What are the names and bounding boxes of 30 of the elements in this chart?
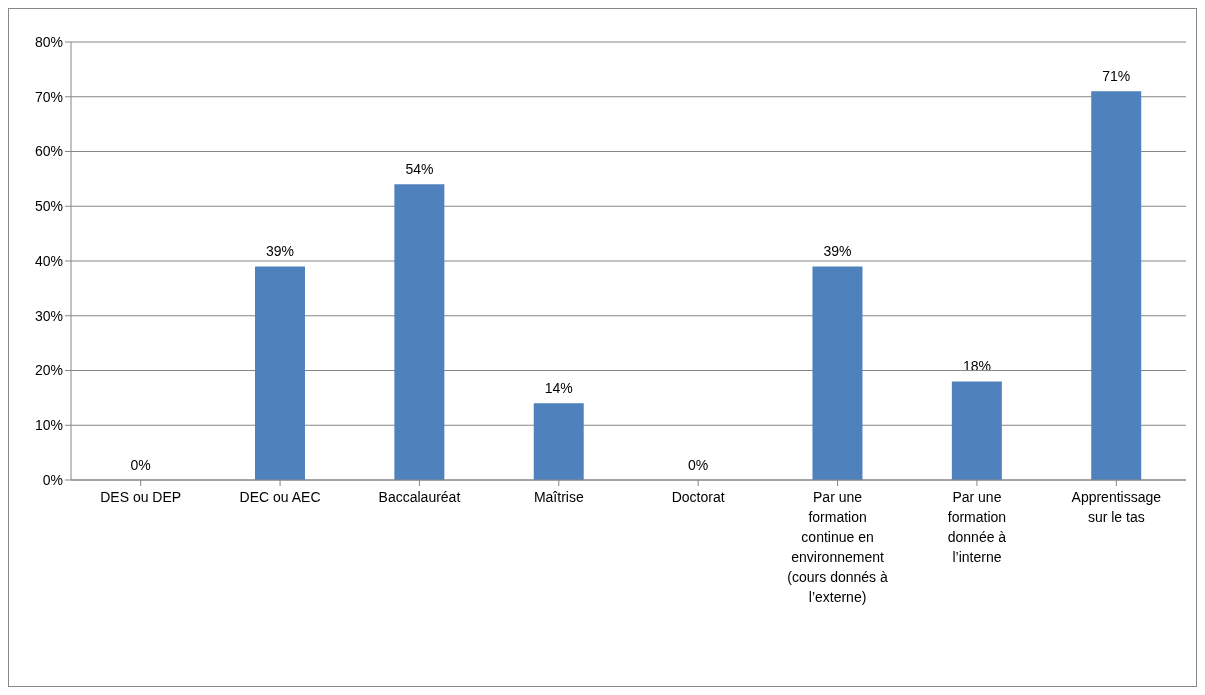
y-tick-label: 20%: [34, 362, 63, 379]
x-tick-label: Maîtrise: [533, 489, 584, 505]
bar: [394, 184, 445, 480]
y-tick-label: 50%: [34, 198, 63, 215]
x-tick-label: Apprentissage sur le tas: [1071, 489, 1162, 525]
x-tick-label: Par une formation continue en environnement (cours donnés à l’externe): [787, 489, 888, 605]
data-label: 39%: [266, 243, 295, 260]
y-tick-label: 70%: [34, 88, 63, 105]
data-label: 0%: [688, 457, 709, 473]
bar: [812, 266, 863, 480]
y-tick-label: 30%: [34, 307, 63, 324]
data-label: 14%: [544, 380, 573, 397]
x-tick-label: Doctorat: [671, 489, 725, 505]
x-tick-label: Baccalauréat: [378, 489, 461, 505]
y-tick-label: 0%: [42, 471, 63, 488]
bar: [951, 381, 1002, 480]
data-label: 39%: [823, 243, 852, 260]
x-tick-label: DES ou DEP: [100, 489, 182, 505]
y-tick-label: 60%: [34, 143, 63, 160]
y-tick-label: 40%: [34, 252, 63, 269]
data-label: 0%: [130, 457, 151, 473]
y-tick-label: 80%: [34, 33, 63, 50]
data-label: 71%: [1102, 68, 1131, 85]
bar: [1091, 91, 1142, 480]
bar: [254, 266, 305, 480]
x-tick-label: Par une formation donnée à l’interne: [947, 489, 1007, 565]
data-label: 54%: [405, 161, 434, 178]
bar: [533, 403, 584, 480]
x-tick-label: DEC ou AEC: [239, 489, 321, 505]
y-tick-label: 10%: [34, 417, 63, 434]
